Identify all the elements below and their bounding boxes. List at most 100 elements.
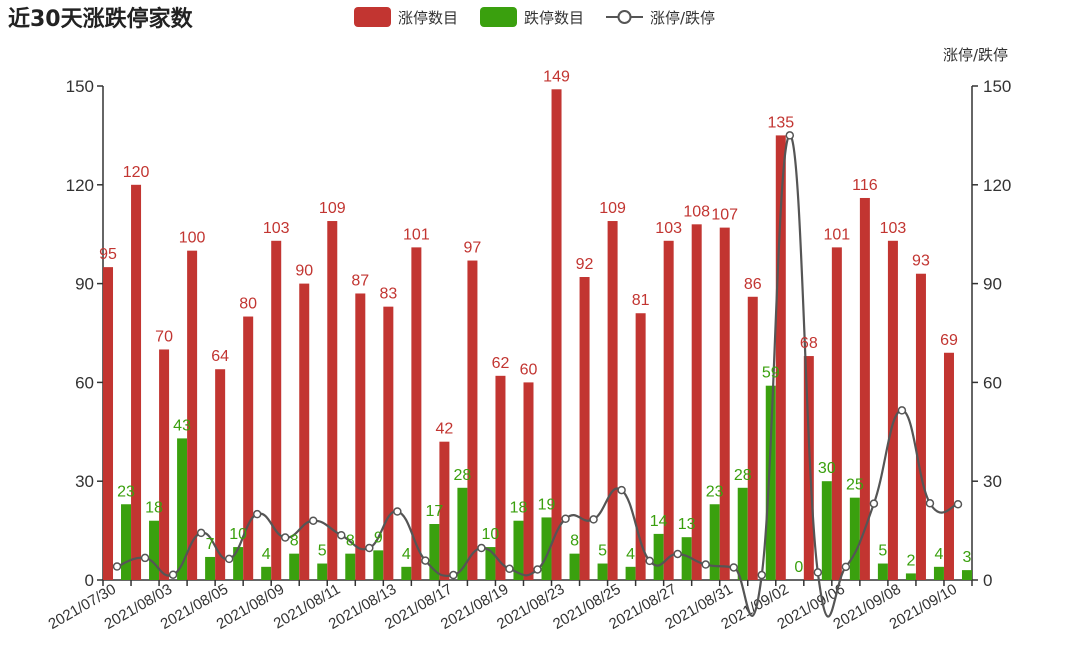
ratio-point <box>925 499 935 508</box>
data-label-up: 62 <box>492 355 510 372</box>
data-label-up: 120 <box>123 164 150 181</box>
bar-down <box>121 504 132 580</box>
ratio-point <box>729 563 738 572</box>
bar-down <box>681 537 692 580</box>
legend-label-down[interactable]: 跌停数目 <box>524 9 584 27</box>
data-label-down: 5 <box>318 543 327 560</box>
data-label-down: 14 <box>650 513 668 530</box>
ratio-point <box>617 485 626 495</box>
ratio-point <box>421 556 430 565</box>
bar-down <box>429 524 440 580</box>
bar-down <box>765 385 776 580</box>
ratio-point <box>140 553 150 563</box>
ratio-point <box>196 528 206 538</box>
data-label-up: 92 <box>576 256 594 273</box>
bar-up <box>803 356 814 580</box>
bar-up <box>775 135 786 580</box>
ratio-point <box>673 549 682 559</box>
legend-swatch-down[interactable] <box>480 7 517 27</box>
legend-label-ratio[interactable]: 涨停/跌停 <box>650 9 715 27</box>
ratio-point <box>337 530 346 540</box>
y-left-tick-label: 30 <box>75 472 94 491</box>
y-left-tick-label: 60 <box>75 373 94 392</box>
bar-up <box>215 369 226 580</box>
bar-down <box>401 566 412 580</box>
data-label-down: 9 <box>374 529 383 546</box>
bar-down <box>569 553 580 580</box>
bar-up <box>859 197 870 580</box>
data-label-up: 70 <box>155 328 173 345</box>
ratio-point <box>505 564 514 574</box>
data-label-up: 101 <box>403 226 430 243</box>
legend[interactable]: 涨停数目 跌停数目 涨停/跌停 <box>354 7 715 27</box>
bar-down <box>625 566 636 580</box>
y-right-tick-label: 150 <box>983 77 1011 96</box>
bar-up <box>635 313 646 580</box>
data-label-down: 18 <box>510 500 528 517</box>
data-label-up: 80 <box>239 296 257 313</box>
data-label-up: 107 <box>711 207 738 224</box>
bar-up <box>271 240 282 580</box>
bar-up <box>467 260 478 580</box>
ratio-point <box>701 560 710 569</box>
right-axis-name: 涨停/跌停 <box>943 46 1008 64</box>
data-label-up: 60 <box>520 361 538 378</box>
bar-down <box>149 520 160 580</box>
legend-label-up[interactable]: 涨停数目 <box>398 9 458 27</box>
bar-down <box>737 487 748 580</box>
data-label-up: 103 <box>655 220 682 237</box>
data-label-down: 8 <box>290 533 299 550</box>
bar-down <box>905 573 916 580</box>
bar-down <box>345 553 356 580</box>
data-label-up: 86 <box>744 276 762 293</box>
bar-up <box>663 240 674 580</box>
ratio-point <box>953 500 963 509</box>
data-label-down: 23 <box>117 483 135 500</box>
data-label-down: 5 <box>598 543 607 560</box>
bar-down <box>289 553 300 580</box>
ratio-point <box>645 556 654 566</box>
ratio-point <box>813 568 823 577</box>
data-label-up: 97 <box>464 240 482 257</box>
data-label-down: 13 <box>678 516 696 533</box>
y-left-tick-label: 150 <box>66 77 94 96</box>
y-right-tick-label: 60 <box>983 373 1002 392</box>
data-label-up: 68 <box>800 335 818 352</box>
bar-up <box>299 283 310 580</box>
ratio-line-series <box>112 131 963 618</box>
bar-up <box>187 250 198 580</box>
data-label-up: 109 <box>599 200 626 217</box>
y-right-tick-label: 0 <box>983 571 992 590</box>
bar-up <box>327 221 338 580</box>
data-label-down: 4 <box>626 546 635 563</box>
bar-down <box>177 438 188 580</box>
legend-marker-ratio[interactable] <box>617 10 632 24</box>
legend-swatch-up[interactable] <box>354 7 391 27</box>
bar-down <box>933 566 944 580</box>
ratio-point <box>308 516 318 525</box>
ratio-point <box>589 515 598 524</box>
bar-down <box>261 566 272 580</box>
data-label-down: 28 <box>454 467 472 484</box>
bar-up <box>607 221 618 580</box>
data-label-up: 93 <box>912 253 930 270</box>
bar-down <box>373 550 384 580</box>
bar-down <box>233 547 244 580</box>
ratio-point <box>897 406 907 415</box>
data-label-up: 81 <box>632 292 650 309</box>
bar-up <box>103 267 114 580</box>
bar-down <box>653 533 664 580</box>
ratio-point <box>533 565 542 574</box>
ratio-point <box>477 543 486 553</box>
data-label-down: 10 <box>229 526 247 543</box>
bar-down <box>457 487 468 580</box>
ratio-line <box>116 134 959 618</box>
bar-down <box>317 563 328 580</box>
data-label-down: 10 <box>482 526 500 543</box>
data-label-down: 8 <box>570 533 579 550</box>
data-label-up: 109 <box>319 200 346 217</box>
bar-down <box>709 504 720 580</box>
bar-up <box>691 224 702 580</box>
bar-down <box>597 563 608 580</box>
